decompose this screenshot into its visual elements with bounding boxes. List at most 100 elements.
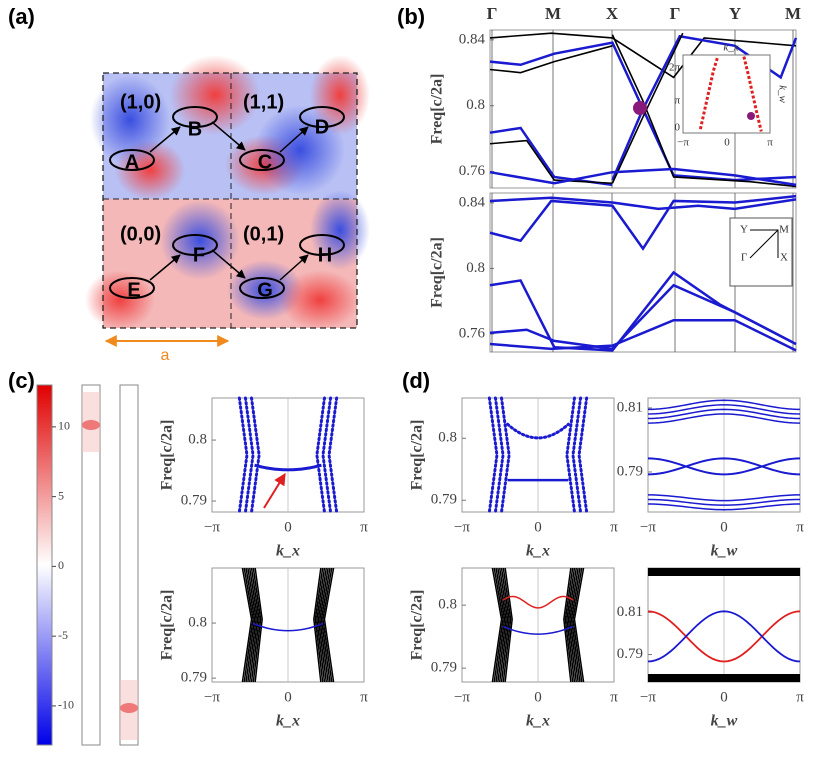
bulk-band	[245, 567, 256, 683]
site-rings	[109, 106, 345, 299]
inset-x-tick: 0	[724, 137, 730, 149]
bulk-band	[567, 567, 578, 683]
band-curve	[647, 610, 801, 663]
y-tick-label: 0.8	[188, 615, 207, 631]
bulk-dots	[315, 396, 326, 514]
bulk-band	[252, 567, 262, 683]
pointer-arrow	[263, 472, 286, 509]
x-axis-label: k_w	[711, 713, 738, 730]
panel-label: (d)	[402, 368, 430, 393]
x-tick-label: 0	[284, 689, 292, 705]
band-curve	[489, 318, 797, 352]
band-curve	[506, 422, 570, 440]
band-curve	[647, 404, 801, 415]
bulk-dots	[237, 396, 249, 514]
y-tick-label: 0.81	[617, 399, 643, 415]
bulk-band	[498, 567, 509, 683]
y-tick-label: 0.81	[617, 604, 643, 620]
x-tick-label: π	[796, 519, 804, 535]
cell-label: (0,1)	[243, 223, 284, 245]
y-tick-label: 0.79	[181, 670, 207, 686]
inset-y-tick: 2π	[669, 62, 681, 74]
panel-label: (c)	[8, 368, 35, 393]
field-strips	[81, 384, 139, 746]
y-tick-label: 0.8	[438, 597, 457, 613]
y-tick-label: 0.76	[459, 325, 486, 341]
y-tick-label: 0.84	[459, 194, 486, 210]
y-tick-label: 0.79	[431, 660, 457, 676]
bulk-band	[570, 567, 581, 683]
band-curve	[502, 595, 574, 609]
y-tick-label: 0.79	[617, 463, 643, 479]
site-label: A	[125, 151, 139, 173]
bulk-band	[319, 567, 329, 683]
x-tick-label: 0	[534, 519, 542, 535]
x-tick-label: 0	[534, 689, 542, 705]
colorbar-label: 5	[58, 488, 64, 502]
field-map	[85, 55, 370, 330]
bulk-band	[322, 567, 333, 683]
bulk-band	[495, 567, 506, 683]
x-tick-label: π	[796, 689, 804, 705]
x-tick-label: −π	[454, 689, 470, 705]
site-label: H	[318, 244, 332, 266]
panel-label: (b)	[397, 4, 425, 29]
y-tick-label: 0.76	[459, 163, 486, 179]
site-label: E	[127, 279, 140, 301]
x-axis-label: k_x	[526, 543, 550, 560]
bulk-band	[323, 567, 335, 683]
x-tick-label: −π	[640, 519, 656, 535]
bulk-dots	[250, 396, 261, 514]
colorbar-label: 10	[58, 419, 70, 433]
site-label: F	[193, 244, 205, 266]
inset-x-tick: −π	[677, 137, 689, 149]
bulk-band	[314, 567, 324, 683]
wilson-loop	[742, 56, 763, 132]
bulk-band	[491, 567, 503, 683]
band-curve	[647, 457, 801, 476]
band-curve	[647, 503, 801, 511]
inset-y-label: k_w	[776, 85, 788, 103]
x-tick-label: π	[360, 519, 368, 535]
band-curve	[489, 196, 797, 211]
site-label: B	[188, 118, 202, 140]
bz-label: Γ	[741, 252, 747, 264]
y-axis-label: Freq[c/2a]	[159, 590, 176, 661]
colorbar	[36, 384, 53, 746]
y-tick-label: 0.84	[459, 31, 486, 47]
y-tick-label: 0.79	[431, 492, 457, 508]
x-axis-label: k_x	[526, 713, 550, 730]
bulk-band	[572, 567, 583, 683]
bulk-dots	[321, 396, 333, 514]
bulk-band	[500, 567, 510, 683]
site-label: G	[257, 279, 273, 301]
k-point-label: Y	[729, 4, 741, 23]
k-point-label: X	[606, 4, 619, 23]
bulk-band	[502, 567, 512, 683]
cell-label: (1,1)	[243, 91, 284, 113]
band-curve	[489, 32, 797, 79]
bulk-band	[250, 567, 260, 683]
band-curve	[252, 622, 324, 632]
k-point-label: M	[785, 4, 801, 23]
bulk-band	[317, 567, 328, 683]
band-curve	[254, 463, 322, 472]
band-curve	[489, 139, 613, 185]
band-curve	[611, 32, 684, 184]
x-tick-label: −π	[204, 519, 220, 535]
colorbar-label: -5	[58, 628, 68, 642]
hopping-arrows	[149, 121, 309, 281]
site-label: D	[315, 116, 329, 138]
bz-square	[749, 229, 779, 259]
bulk-band	[566, 567, 576, 683]
inset-x-tick: π	[767, 137, 773, 149]
bulk-dots	[243, 396, 255, 514]
bulk-band	[648, 674, 800, 682]
bulk-band	[497, 567, 507, 683]
y-tick-label: 0.79	[617, 646, 643, 662]
colorbar-label: 0	[58, 558, 64, 572]
bulk-band	[569, 567, 579, 683]
x-tick-label: π	[360, 689, 368, 705]
band-curve	[489, 283, 797, 351]
